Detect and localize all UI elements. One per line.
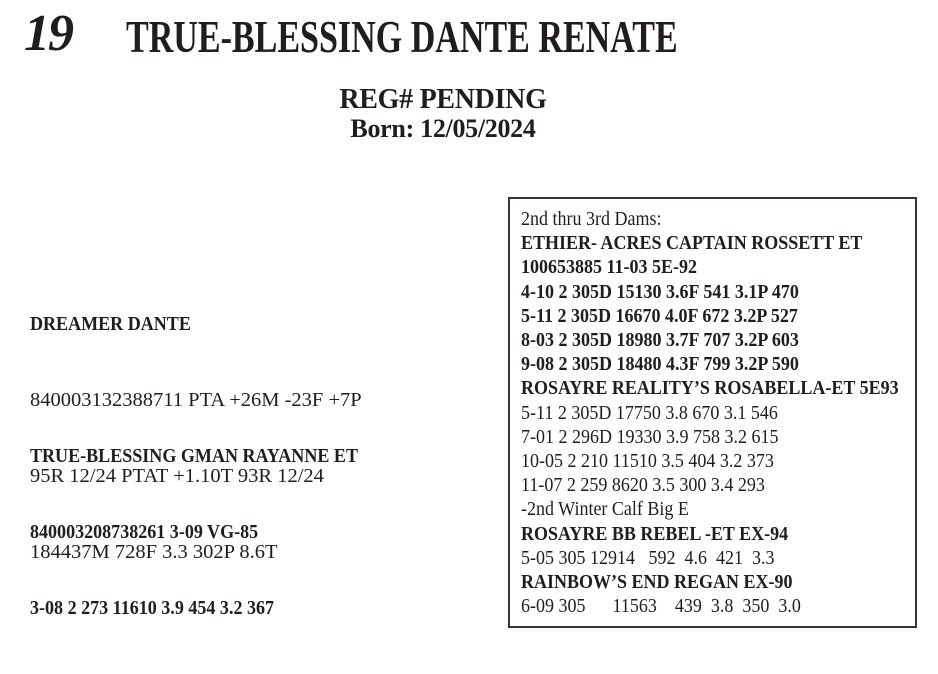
sire-line: 184437M 728F 3.3 302P 8.6T xyxy=(30,541,278,564)
reg-status: REG# PENDING xyxy=(339,84,547,115)
dams-box-line: 6-09 305 11563 439 3.8 350 3.0 xyxy=(521,595,801,618)
registration-block: REG# PENDING Born: 12/05/2024 xyxy=(0,85,886,143)
dams-box-line: ROSAYRE BB REBEL -ET EX-94 xyxy=(521,522,789,545)
dams-box-line: 5-11 2 305D 17750 3.8 670 3.1 546 xyxy=(521,401,778,424)
dams-box-heading: 2nd thru 3rd Dams: xyxy=(521,208,662,230)
dams-box-line: -2nd Winter Calf Big E xyxy=(521,498,689,521)
dams-box-line: 11-07 2 259 8620 3.5 300 3.4 293 xyxy=(521,474,765,497)
dam-block: TRUE-BLESSING GMAN RAYANNE ET 8400032087… xyxy=(30,393,403,674)
dam-line: 3-08 2 273 11610 3.9 454 3.2 367 xyxy=(30,597,275,620)
dams-box-line: 7-01 2 296D 19330 3.9 758 3.2 615 xyxy=(521,425,779,448)
lot-number: 19 xyxy=(24,5,74,62)
dams-box-line: 5-05 305 12914 592 4.6 421 3.3 xyxy=(521,546,775,569)
birth-date: Born: 12/05/2024 xyxy=(350,114,536,143)
sire-name: DREAMER DANTE xyxy=(30,312,191,335)
dams-box: 2nd thru 3rd Dams: ETHIER- ACRES CAPTAIN… xyxy=(508,197,917,628)
dams-box-line: 8-03 2 305D 18980 3.7F 707 3.2P 603 xyxy=(521,329,799,352)
sire-line: 840003132388711 PTA +26M -23F +7P xyxy=(30,389,362,412)
dams-box-line: 4-10 2 305D 15130 3.6F 541 3.1P 470 xyxy=(521,280,799,303)
dams-box-line: 5-11 2 305D 16670 4.0F 672 3.2P 527 xyxy=(521,304,798,327)
dams-box-line: ROSAYRE REALITY’S ROSABELLA-ET 5E93 xyxy=(521,377,899,400)
dams-box-line: RAINBOW’S END REGAN EX-90 xyxy=(521,571,793,594)
sire-block: DREAMER DANTE 840003132388711 PTA +26M -… xyxy=(30,261,362,617)
dams-box-line: 100653885 11-03 5E-92 xyxy=(521,256,698,279)
sire-line: 95R 12/24 PTAT +1.10T 93R 12/24 xyxy=(30,465,324,488)
dams-box-line: 10-05 2 210 11510 3.5 404 3.2 373 xyxy=(521,450,774,473)
dam-name: TRUE-BLESSING GMAN RAYANNE ET xyxy=(30,444,358,467)
dams-box-line: ETHIER- ACRES CAPTAIN ROSSETT ET xyxy=(521,232,863,255)
dams-box-line: 9-08 2 305D 18480 4.3F 799 3.2P 590 xyxy=(521,353,799,376)
dam-line: 840003208738261 3-09 VG-85 xyxy=(30,521,259,544)
animal-name-title: TRUE-BLESSING DANTE RENATE xyxy=(126,11,678,62)
